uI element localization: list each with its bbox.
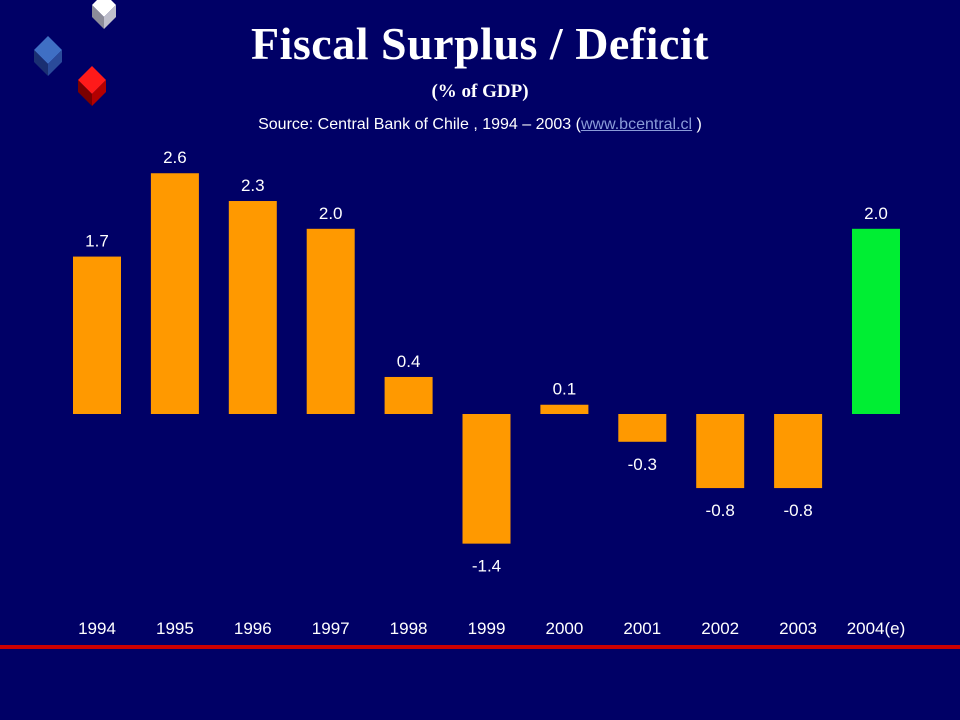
cube-logo xyxy=(34,0,116,106)
source-note: Source: Central Bank of Chile , 1994 – 2… xyxy=(0,115,960,135)
category-labels-group: 1994 1995 1996 1997 1998 1999 2000 2001 2002 2003… xyxy=(78,619,905,638)
category-label-2004(e): 2004(e) xyxy=(847,619,906,638)
category-label-1999: 1999 xyxy=(468,619,506,638)
category-label-1996: 1996 xyxy=(234,619,272,638)
bar-1997 xyxy=(306,228,355,414)
data-label-2000: 0.1 xyxy=(553,380,577,399)
data-label-1996: 2.3 xyxy=(241,176,265,195)
category-label-1997: 1997 xyxy=(312,619,350,638)
source-suffix: ) xyxy=(692,116,702,133)
category-label-2002: 2002 xyxy=(701,619,739,638)
bar-2001 xyxy=(618,414,667,442)
bars-group xyxy=(73,173,900,544)
chart-title: Fiscal Surplus / Deficit xyxy=(251,18,709,69)
data-label-1995: 2.6 xyxy=(163,148,187,167)
category-label-2003: 2003 xyxy=(779,619,817,638)
data-labels-group: 1.7 2.6 2.3 2.0 0.4 -1.4 0.1 -0.3 -0.8 -0.8 2.0 xyxy=(85,148,888,575)
footer-rule xyxy=(0,645,960,649)
data-label-1998: 0.4 xyxy=(397,352,421,371)
data-label-1994: 1.7 xyxy=(85,232,109,251)
bar-1999 xyxy=(462,414,511,544)
bar-2003 xyxy=(774,414,823,489)
data-label-2003: -0.8 xyxy=(783,501,812,520)
category-label-2001: 2001 xyxy=(623,619,661,638)
bar-1998 xyxy=(384,376,433,414)
blue-cube-icon xyxy=(34,36,62,76)
bar-2004(e) xyxy=(852,228,900,414)
chart-subtitle: (% of GDP) xyxy=(431,81,529,102)
category-label-1994: 1994 xyxy=(78,619,116,638)
category-label-1995: 1995 xyxy=(156,619,194,638)
bar-1996 xyxy=(228,201,277,414)
red-cube-icon xyxy=(78,66,106,106)
bar-2002 xyxy=(696,414,745,489)
source-prefix: Source: Central Bank of Chile , 1994 – 2… xyxy=(258,116,581,133)
source-link[interactable]: www.bcentral.cl xyxy=(580,116,693,133)
data-label-2001: -0.3 xyxy=(628,455,657,474)
bar-2000 xyxy=(540,404,589,414)
white-cube-icon xyxy=(92,0,116,29)
data-label-1997: 2.0 xyxy=(319,204,343,223)
data-label-1999: -1.4 xyxy=(472,557,501,576)
data-label-2002: -0.8 xyxy=(706,501,735,520)
category-label-1998: 1998 xyxy=(390,619,428,638)
bar-1994 xyxy=(73,256,121,414)
data-label-2004(e): 2.0 xyxy=(864,204,888,223)
bar-1995 xyxy=(150,173,199,414)
category-label-2000: 2000 xyxy=(545,619,583,638)
